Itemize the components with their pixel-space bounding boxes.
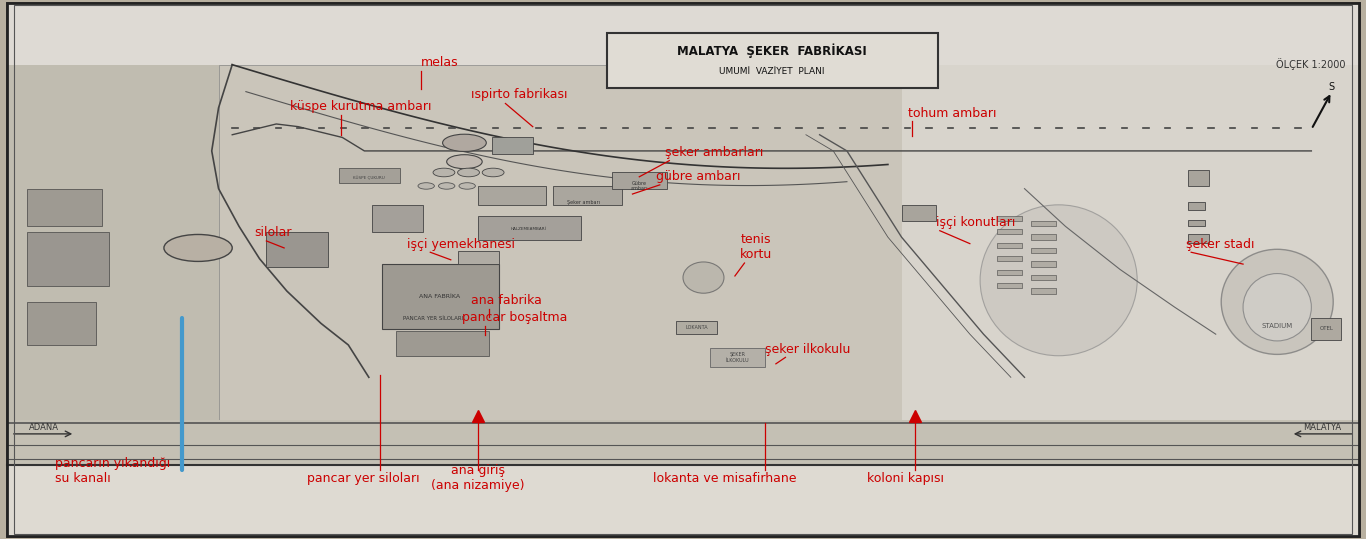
Bar [372, 205, 423, 232]
Bar [27, 189, 102, 226]
Ellipse shape [1221, 249, 1333, 355]
Circle shape [459, 183, 475, 189]
Ellipse shape [1243, 274, 1311, 341]
Bar [1031, 261, 1056, 267]
Bar [396, 331, 489, 356]
Text: şeker ilkokulu: şeker ilkokulu [765, 343, 850, 356]
FancyBboxPatch shape [607, 33, 938, 88]
Text: ANA FABRİKA: ANA FABRİKA [419, 294, 460, 299]
Bar [7, 466, 1359, 536]
Text: OTEL: OTEL [1320, 326, 1333, 331]
Text: işçi yemekhanesi: işçi yemekhanesi [407, 238, 515, 251]
Bar [7, 65, 239, 442]
Bar [1031, 288, 1056, 294]
Circle shape [433, 168, 455, 177]
Bar [458, 251, 499, 264]
Text: tenis
kortu: tenis kortu [740, 233, 773, 261]
Text: PANCAR YER SİLOLARI: PANCAR YER SİLOLARI [403, 316, 463, 321]
Text: Şeker ambarı: Şeker ambarı [567, 199, 600, 205]
Bar [710, 348, 765, 367]
Bar [1031, 221, 1056, 226]
Text: melas: melas [421, 56, 459, 69]
Text: pancar boşaltma: pancar boşaltma [462, 312, 567, 324]
Bar [27, 302, 96, 345]
Bar [997, 270, 1022, 275]
Text: küspe kurutma ambarı: küspe kurutma ambarı [290, 100, 432, 113]
Bar [997, 216, 1022, 221]
Bar [219, 65, 902, 420]
Bar [553, 186, 622, 205]
Text: tohum ambarı: tohum ambarı [908, 107, 997, 120]
Text: koloni kapısı: koloni kapısı [867, 472, 944, 485]
Text: S: S [1329, 81, 1335, 92]
Text: işçi konutları: işçi konutları [936, 216, 1015, 229]
Bar [997, 243, 1022, 248]
Bar [1031, 248, 1056, 253]
Bar [1188, 170, 1209, 186]
Bar [612, 172, 667, 189]
Bar [7, 420, 1359, 466]
Bar [1031, 275, 1056, 280]
Bar [1188, 234, 1209, 243]
Text: STADIUM: STADIUM [1262, 323, 1292, 329]
Text: pancarın yıkandığı
su kanalı: pancarın yıkandığı su kanalı [55, 457, 169, 485]
Bar [902, 65, 1359, 442]
Bar [492, 137, 533, 154]
Circle shape [438, 183, 455, 189]
Ellipse shape [979, 205, 1137, 356]
Text: ana fabrika: ana fabrika [471, 294, 542, 307]
Circle shape [443, 134, 486, 151]
Bar [339, 168, 400, 183]
Bar [676, 321, 717, 334]
Bar [478, 216, 581, 240]
Text: ana giriş
(ana nizamiye): ana giriş (ana nizamiye) [432, 464, 525, 492]
Text: silolar: silolar [254, 226, 291, 239]
Text: gübre ambarı: gübre ambarı [656, 170, 740, 183]
Bar [1188, 220, 1205, 226]
Bar [478, 186, 546, 205]
Bar [997, 256, 1022, 261]
Text: Gübre
ambarı: Gübre ambarı [631, 181, 647, 191]
Bar [382, 264, 499, 329]
Bar [997, 229, 1022, 234]
Bar [27, 232, 109, 286]
Bar [997, 283, 1022, 288]
Text: LOKANTA: LOKANTA [686, 325, 708, 330]
Text: şeker stadı: şeker stadı [1186, 238, 1254, 251]
Circle shape [458, 168, 479, 177]
Text: UMUMİ  VAZİYET  PLANI: UMUMİ VAZİYET PLANI [719, 67, 825, 75]
Circle shape [418, 183, 434, 189]
Text: ıspirto fabrikası: ıspirto fabrikası [471, 88, 568, 101]
Text: pancar yer siloları: pancar yer siloları [307, 472, 419, 485]
Text: şeker ambarları: şeker ambarları [665, 146, 764, 159]
Text: ADANA: ADANA [29, 423, 59, 432]
Ellipse shape [683, 262, 724, 293]
Text: ŞEKER
İLKOKULU: ŞEKER İLKOKULU [725, 352, 750, 363]
Bar [7, 3, 1359, 65]
Text: lokanta ve misafirhane: lokanta ve misafirhane [653, 472, 796, 485]
Text: MALATYA: MALATYA [1303, 423, 1341, 432]
Text: MALATYA  ŞEKER  FABRİKASI: MALATYA ŞEKER FABRİKASI [678, 44, 866, 59]
Circle shape [164, 234, 232, 261]
Bar [1031, 234, 1056, 240]
Bar [1188, 202, 1205, 210]
Text: ÖLÇEK 1:2000: ÖLÇEK 1:2000 [1276, 58, 1346, 70]
Circle shape [482, 168, 504, 177]
Text: KÜSPE ÇUKURU: KÜSPE ÇUKURU [352, 176, 385, 180]
Bar [1311, 318, 1341, 340]
Text: HALZEMEAMBARİ: HALZEMEAMBARİ [511, 227, 546, 231]
Bar [902, 205, 936, 221]
Circle shape [447, 155, 482, 169]
Bar [266, 232, 328, 267]
